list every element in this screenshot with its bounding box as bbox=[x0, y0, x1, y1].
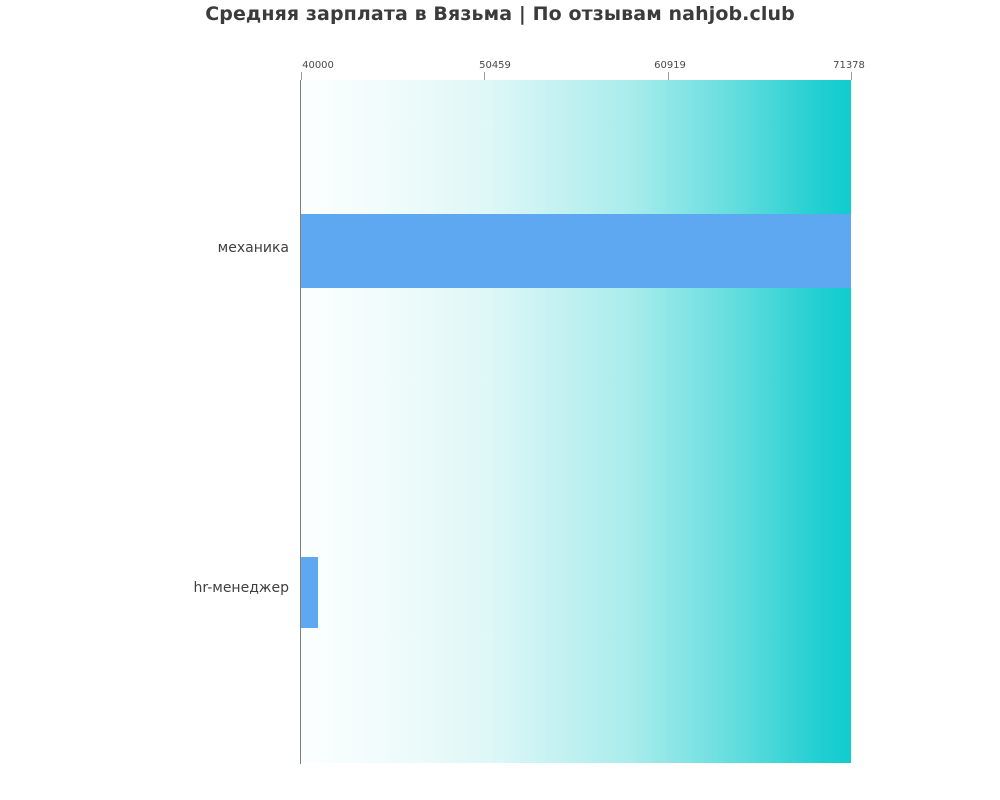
bar-mechanics[interactable] bbox=[301, 214, 851, 288]
x-tick-mark-2 bbox=[668, 72, 669, 80]
x-tick-mark-3 bbox=[851, 72, 852, 80]
y-axis-line bbox=[300, 80, 301, 764]
x-tick-mark-0 bbox=[301, 72, 302, 80]
category-label-hr-manager: hr-менеджер bbox=[193, 580, 289, 596]
category-label-mechanics: механика bbox=[217, 240, 289, 256]
plot-area bbox=[301, 80, 851, 763]
x-tick-label-3: 71378 bbox=[833, 60, 865, 71]
x-tick-label-1: 50459 bbox=[479, 60, 511, 71]
chart-title: Средняя зарплата в Вязьма | По отзывам n… bbox=[205, 3, 795, 25]
x-tick-label-2: 60919 bbox=[654, 60, 686, 71]
plot-background-gradient bbox=[301, 80, 851, 763]
x-tick-label-0: 40000 bbox=[302, 60, 334, 71]
bar-hr-manager[interactable] bbox=[301, 557, 318, 628]
x-tick-mark-1 bbox=[484, 72, 485, 80]
